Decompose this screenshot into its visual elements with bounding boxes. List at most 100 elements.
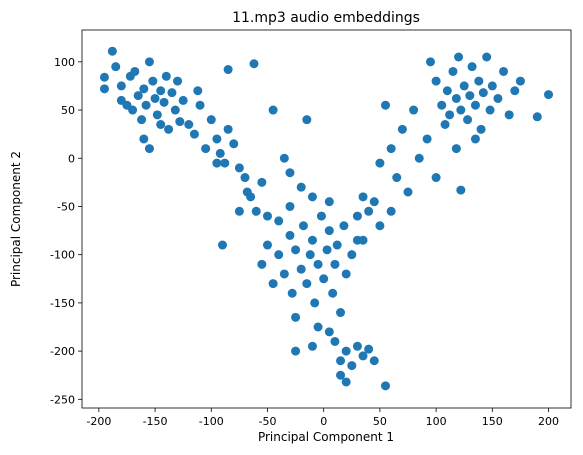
point [220,158,230,168]
point [287,288,297,298]
point [392,173,402,183]
point [474,76,484,86]
point [159,97,169,107]
y-tick-label: -200 [50,345,75,358]
axes-frame [81,29,572,409]
point [229,139,239,149]
point [139,84,149,94]
point [298,221,308,231]
point [223,65,233,75]
point [313,259,323,269]
point [330,336,340,346]
point [470,100,480,110]
point [152,110,162,120]
point [322,245,332,255]
point [161,71,171,81]
point [189,129,199,139]
x-tick-label: 200 [538,415,559,428]
point [307,235,317,245]
point [111,62,121,72]
point [358,192,368,202]
point [193,86,203,96]
point [381,100,391,110]
point [139,134,149,144]
point [403,187,413,197]
point [347,361,357,371]
point [302,115,312,125]
point [369,197,379,207]
point [218,240,228,250]
point [305,250,315,260]
point [504,110,514,120]
point [291,312,301,322]
point [215,148,225,158]
point [249,59,259,69]
y-tick-label: -100 [50,249,75,262]
y-tick-label: 100 [54,56,75,69]
y-tick-label: 50 [61,104,75,117]
point [170,105,180,115]
point [381,381,391,391]
x-axis-label: Principal Component 1 [258,430,394,444]
point [128,105,138,115]
plot-area [99,46,554,391]
point [358,351,368,361]
point [99,84,109,94]
point [296,182,306,192]
point [409,105,419,115]
point [184,120,194,129]
point [164,124,174,134]
point [234,163,244,173]
point [307,192,317,202]
point [397,124,407,134]
point [347,250,357,260]
point [307,341,317,351]
point [332,240,342,250]
point [352,341,362,351]
point [532,112,542,122]
point [195,100,205,110]
point [173,76,183,86]
point [116,81,126,91]
point [324,327,334,337]
point [310,298,320,308]
point [330,259,340,269]
point [341,346,351,356]
point [279,153,289,163]
point [375,221,385,231]
point [369,356,379,366]
point [262,240,272,250]
point [442,86,452,96]
point [352,211,362,221]
point [257,259,267,269]
y-tick-label: -150 [50,297,75,310]
point [375,158,385,168]
point [456,105,466,115]
point [425,57,435,67]
point [364,344,374,354]
point [242,187,252,197]
point [206,115,216,125]
point [240,173,250,183]
point [478,88,488,98]
point [386,144,396,154]
point [212,158,222,168]
x-tick-label: 150 [482,415,503,428]
point [167,88,177,98]
point [150,93,160,103]
point [451,144,461,154]
point [268,105,278,115]
x-tick-label: 0 [320,415,327,428]
x-tick-label: -200 [86,415,111,428]
point [274,250,284,260]
point [285,230,295,240]
point [137,115,147,125]
point [445,110,455,120]
point [107,46,117,56]
point [336,356,346,366]
point [487,81,497,91]
point [291,346,301,356]
point [456,185,466,195]
point [319,274,329,284]
point [285,201,295,211]
